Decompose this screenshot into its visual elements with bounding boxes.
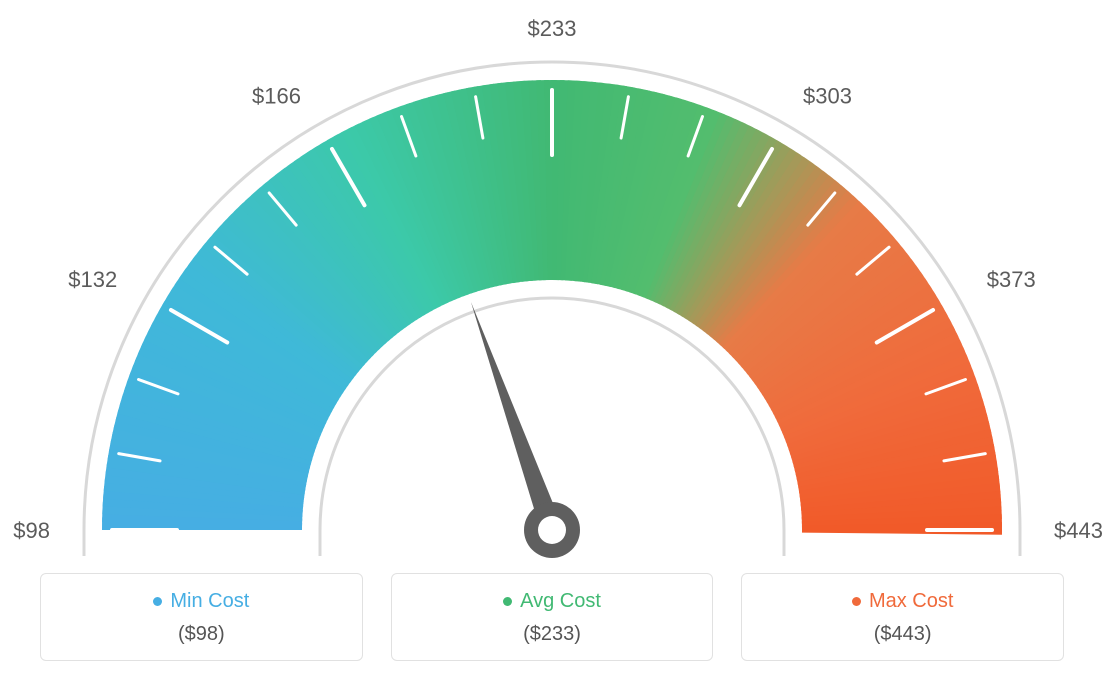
gauge-chart: $98 $132 $166 $233 $303 $373 $443 [0,0,1104,565]
tick-label: $98 [13,518,50,543]
legend-row: Min Cost ($98) Avg Cost ($233) Max Cost … [0,573,1104,661]
legend-value-min: ($98) [45,623,358,646]
legend-title-max: Max Cost [852,590,953,613]
legend-title-avg: Avg Cost [503,590,601,613]
tick-label: $132 [68,267,117,292]
legend-card-max: Max Cost ($443) [741,573,1064,661]
gauge-svg: $98 $132 $166 $233 $303 $373 $443 [0,0,1104,565]
tick-label: $443 [1054,518,1103,543]
gauge-needle [471,302,580,558]
tick-label: $303 [803,83,852,108]
legend-label-min: Min Cost [170,590,249,613]
legend-value-max: ($443) [746,623,1059,646]
dot-max-icon [852,597,861,606]
legend-label-max: Max Cost [869,590,953,613]
tick-label: $373 [987,267,1036,292]
tick-label: $166 [252,83,301,108]
dot-avg-icon [503,597,512,606]
legend-card-min: Min Cost ($98) [40,573,363,661]
legend-card-avg: Avg Cost ($233) [391,573,714,661]
dot-min-icon [153,597,162,606]
legend-value-avg: ($233) [396,623,709,646]
tick-label: $233 [528,16,577,41]
legend-title-min: Min Cost [153,590,249,613]
legend-label-avg: Avg Cost [520,590,601,613]
